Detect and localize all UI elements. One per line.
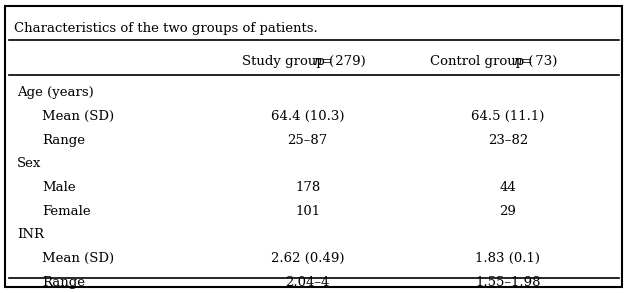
Text: 23–82: 23–82 (488, 134, 528, 147)
Text: Mean (SD): Mean (SD) (42, 110, 114, 123)
Text: 2.62 (0.49): 2.62 (0.49) (271, 252, 345, 265)
Text: 64.5 (11.1): 64.5 (11.1) (471, 110, 544, 123)
Text: = 73): = 73) (519, 55, 558, 68)
Text: Sex: Sex (17, 157, 41, 170)
Text: 25–87: 25–87 (288, 134, 328, 147)
Text: Range: Range (42, 275, 85, 289)
Text: Mean (SD): Mean (SD) (42, 252, 114, 265)
Text: 44: 44 (499, 181, 516, 194)
Text: Characteristics of the two groups of patients.: Characteristics of the two groups of pat… (14, 22, 318, 35)
Text: 64.4 (10.3): 64.4 (10.3) (271, 110, 345, 123)
Text: Range: Range (42, 134, 85, 147)
Text: 2.04–4: 2.04–4 (286, 275, 330, 289)
Text: Male: Male (42, 181, 75, 194)
Text: n: n (513, 55, 521, 68)
FancyBboxPatch shape (4, 6, 622, 287)
Text: Control group (: Control group ( (430, 55, 533, 68)
Text: 1.83 (0.1): 1.83 (0.1) (475, 252, 540, 265)
Text: 178: 178 (295, 181, 320, 194)
Text: 101: 101 (295, 205, 320, 218)
Text: Female: Female (42, 205, 90, 218)
Text: = 279): = 279) (319, 55, 365, 68)
Text: n: n (313, 55, 322, 68)
Text: Age (years): Age (years) (17, 86, 94, 99)
Text: 1.55–1.98: 1.55–1.98 (475, 275, 541, 289)
Text: 29: 29 (499, 205, 516, 218)
Text: Study group (: Study group ( (242, 55, 334, 68)
Text: INR: INR (17, 228, 44, 241)
